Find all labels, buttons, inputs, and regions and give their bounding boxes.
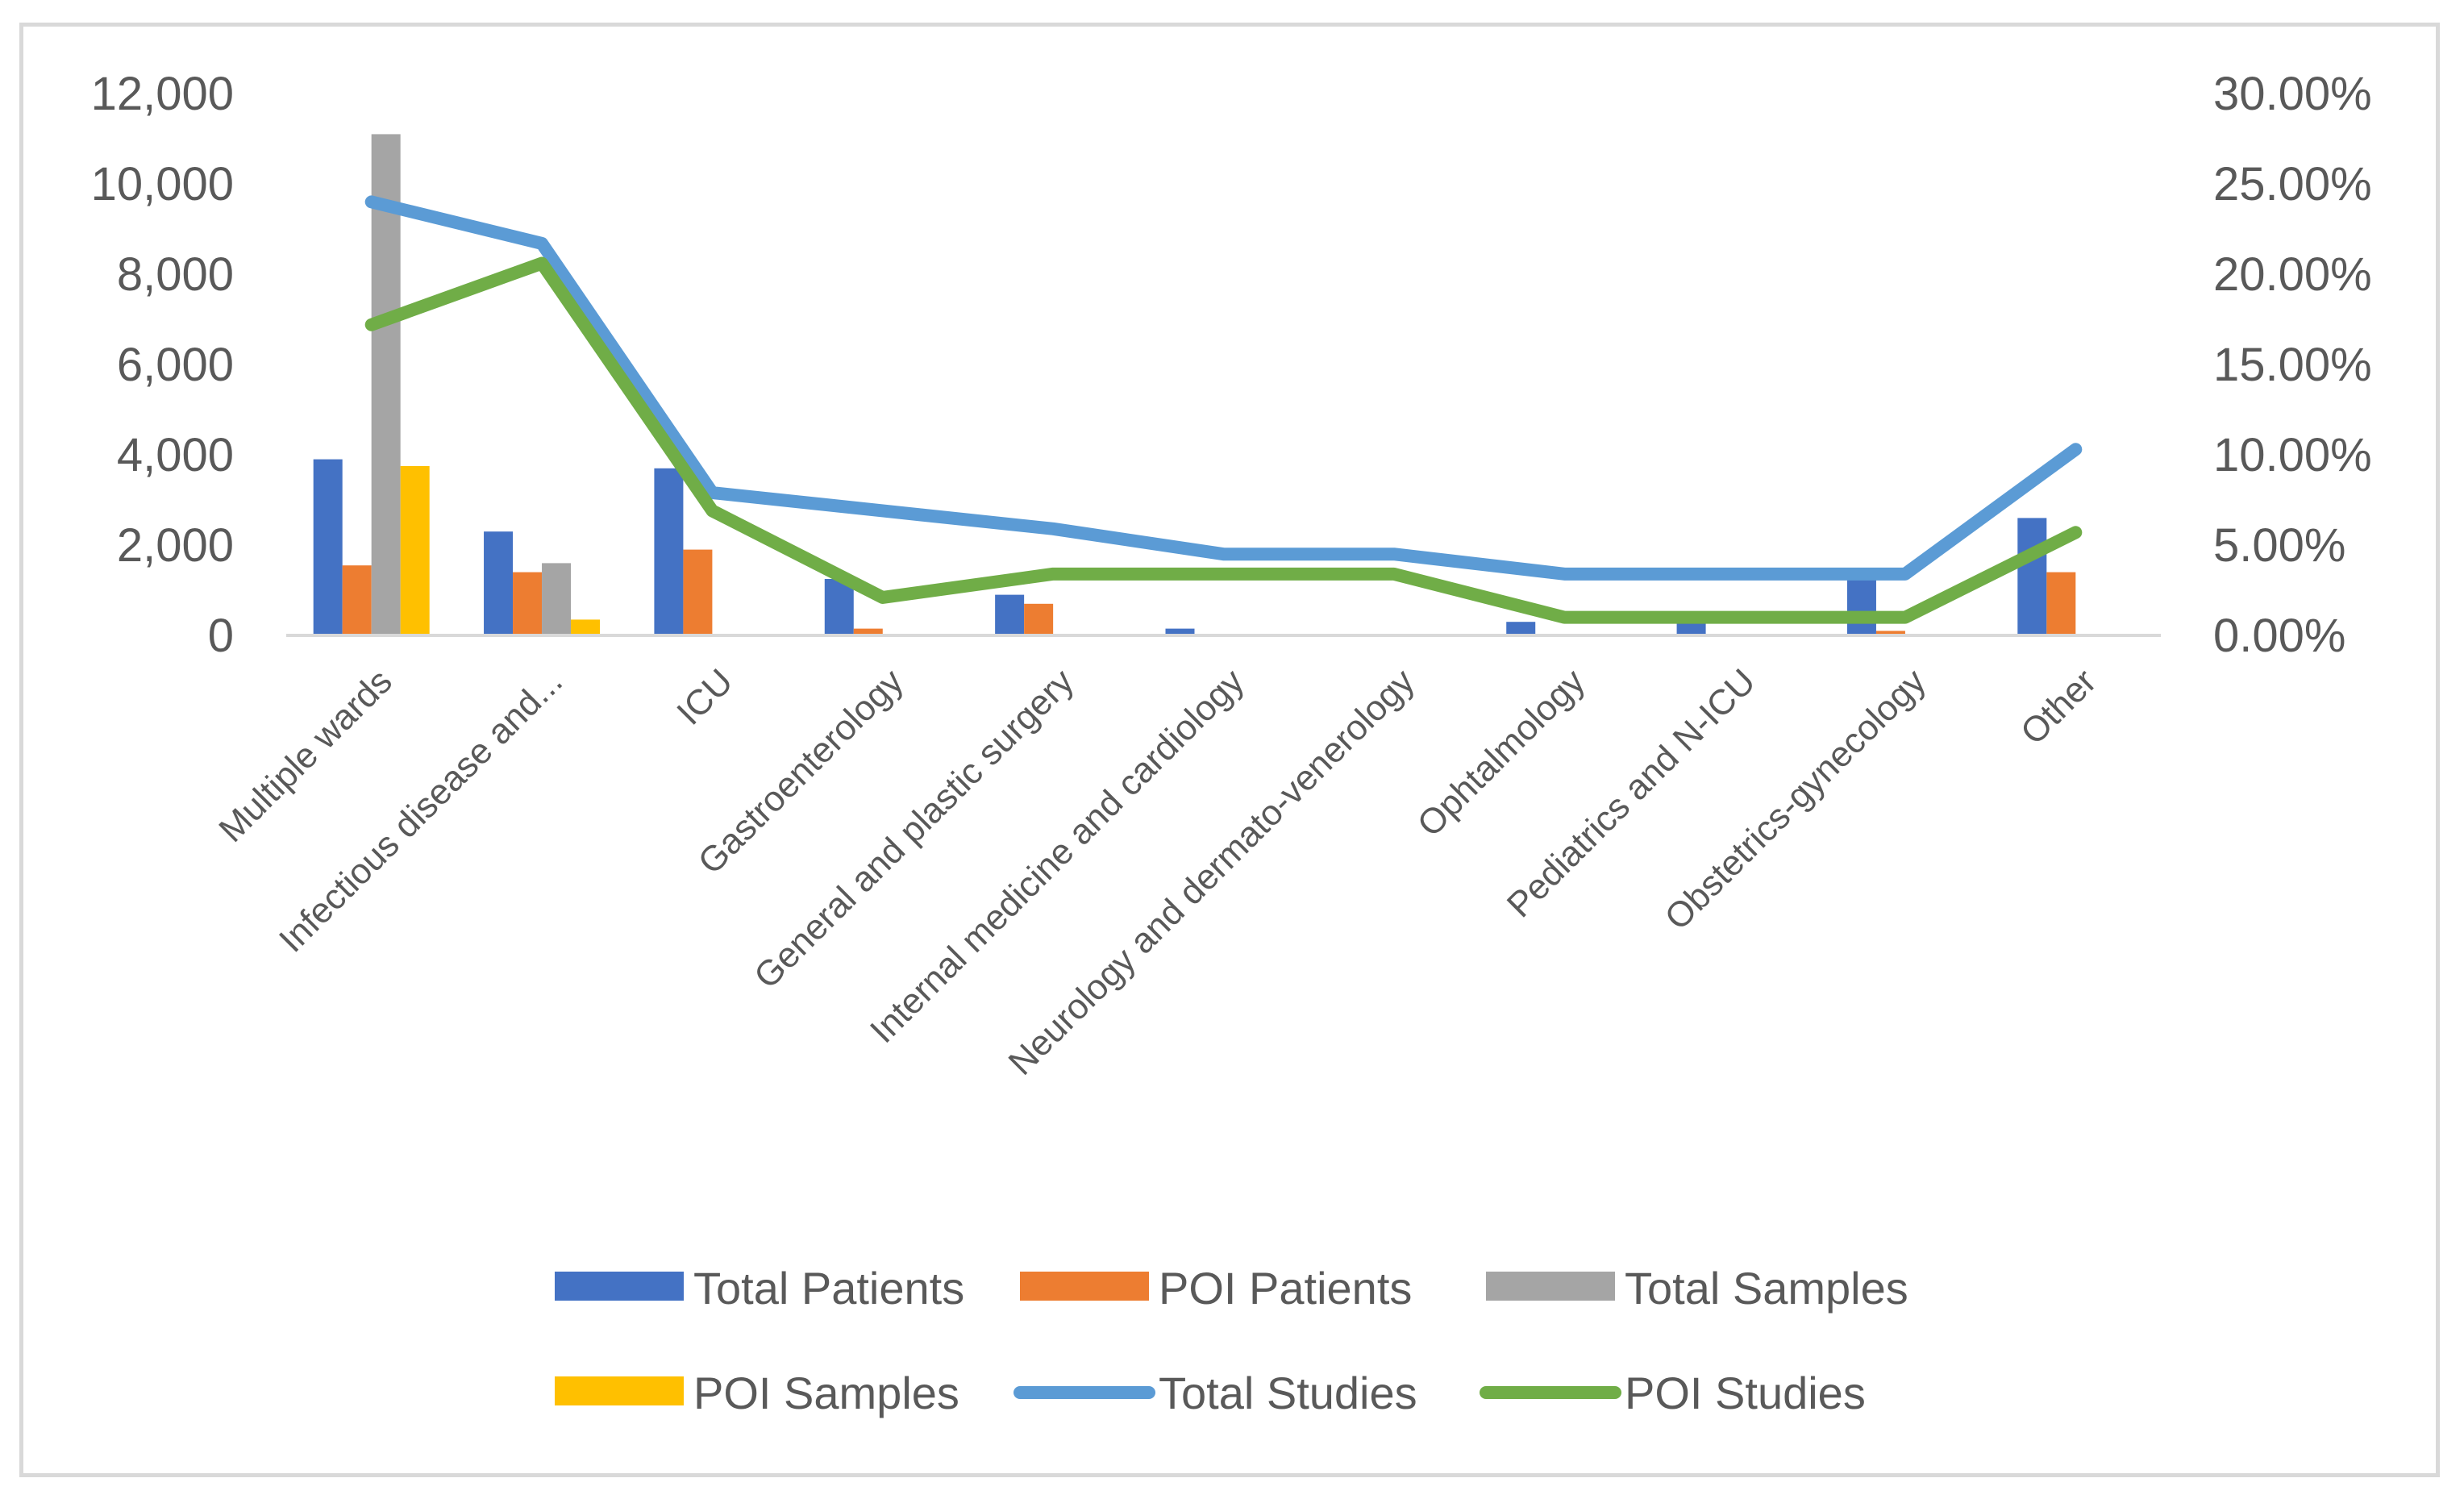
bar-total-patients (1676, 622, 1706, 635)
y-right-tick-label: 30.00% (2213, 68, 2372, 120)
bar-total-patients (484, 531, 514, 635)
line-poi-studies (364, 256, 2083, 624)
legend-label-total-samples: Total Samples (1625, 1263, 1908, 1314)
x-tick-label: Ophtalmology (1410, 661, 1593, 844)
bar-total-patients (313, 459, 343, 635)
legend-swatch-poi-patients (1020, 1272, 1149, 1301)
legend-swatch-poi-samples (555, 1376, 684, 1405)
y-right-tick-label: 0.00% (2213, 610, 2345, 662)
bar-poi-patients (1024, 603, 1054, 635)
y-right-tick-label: 10.00% (2213, 429, 2372, 481)
bar-total-samples (371, 134, 401, 635)
y-right-tick-label: 15.00% (2213, 339, 2372, 391)
legend-label-total-patients: Total Patients (693, 1263, 964, 1314)
legend-label-total-studies: Total Studies (1159, 1368, 1417, 1418)
y-right-tick-label: 25.00% (2213, 158, 2372, 210)
legend-swatch-total-patients (555, 1272, 684, 1301)
bar-poi-patients (2046, 572, 2076, 635)
y-left-tick-label: 4,000 (117, 429, 234, 481)
y-left-tick-label: 2,000 (117, 519, 234, 572)
bar-poi-patients (853, 628, 883, 635)
bar-total-patients (2017, 518, 2047, 635)
x-tick-label: Infectious disease and... (272, 661, 570, 960)
bar-poi-patients (342, 565, 372, 635)
legend-label-poi-samples: POI Samples (693, 1368, 959, 1418)
x-tick-label: General and plastic surgery (747, 661, 1081, 996)
bar-poi-patients (1875, 631, 1905, 635)
bar-poi-samples (400, 466, 430, 635)
y-left-tick-label: 6,000 (117, 339, 234, 391)
y-left-tick-label: 0 (208, 610, 234, 662)
y-right-tick-label: 20.00% (2213, 248, 2372, 301)
y-left-tick-label: 10,000 (91, 158, 234, 210)
line-total-studies (364, 195, 2083, 581)
y-right-tick-label: 5.00% (2213, 519, 2345, 572)
legend-label-poi-studies: POI Studies (1625, 1368, 1866, 1418)
bar-poi-patients (683, 549, 713, 635)
bar-total-patients (995, 594, 1025, 635)
bar-poi-patients (513, 572, 543, 635)
chart-frame (19, 23, 2440, 1477)
y-left-tick-label: 8,000 (117, 248, 234, 301)
legend-label-poi-patients: POI Patients (1159, 1263, 1412, 1314)
legend-swatch-total-samples (1486, 1272, 1615, 1301)
bar-total-patients (654, 468, 684, 635)
x-tick-label: Internal medicine and cardiology (863, 661, 1252, 1051)
bar-total-patients (1506, 622, 1536, 635)
x-tick-label: Multiple wards (211, 661, 399, 849)
bar-total-patients (1165, 628, 1195, 635)
x-tick-label: Other (2013, 661, 2104, 752)
bar-total-patients (824, 579, 854, 635)
bar-poi-samples (571, 619, 601, 635)
y-left-tick-label: 12,000 (91, 68, 234, 120)
x-tick-label: ICU (669, 661, 740, 732)
bar-total-patients (1846, 579, 1876, 635)
bar-total-samples (542, 563, 572, 635)
